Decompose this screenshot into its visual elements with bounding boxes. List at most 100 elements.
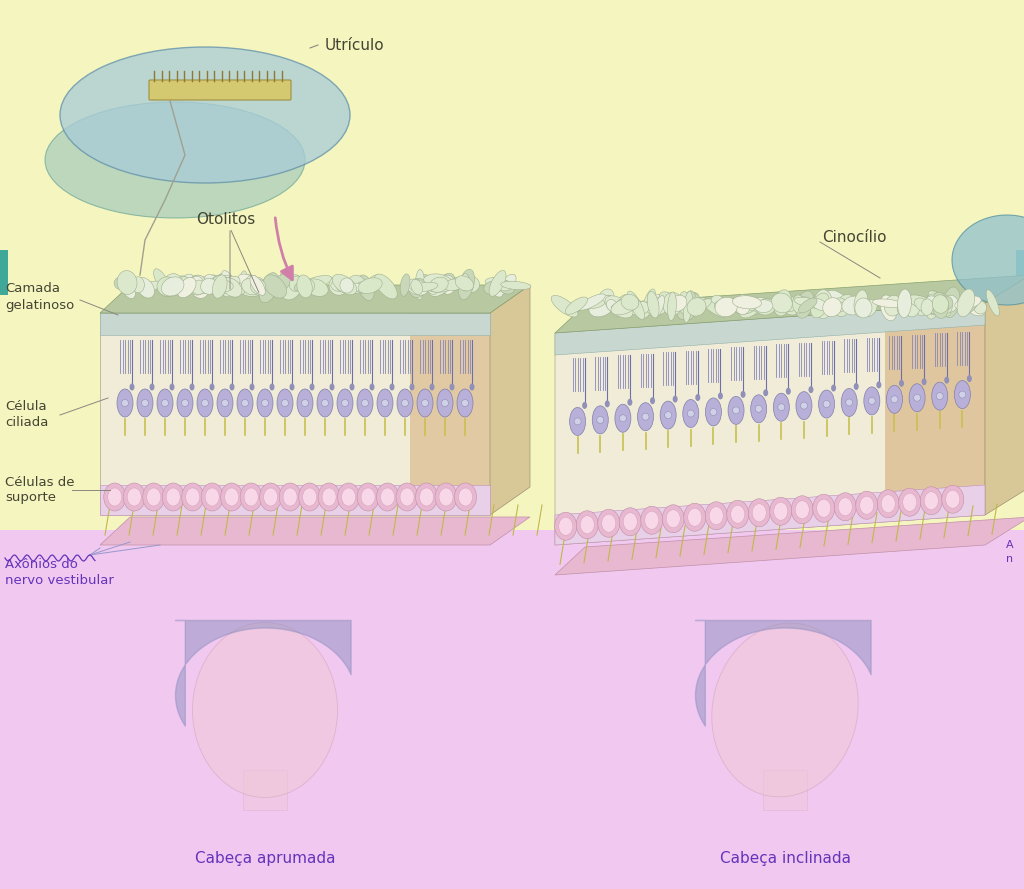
- Ellipse shape: [236, 277, 263, 297]
- Ellipse shape: [323, 488, 336, 506]
- Bar: [1016, 295, 1024, 350]
- Ellipse shape: [909, 384, 925, 412]
- Ellipse shape: [732, 407, 739, 414]
- Bar: [0, 0, 1024, 530]
- Ellipse shape: [624, 296, 641, 315]
- Ellipse shape: [868, 397, 876, 404]
- Ellipse shape: [150, 383, 155, 390]
- Text: Cinocílio: Cinocílio: [822, 230, 887, 245]
- Ellipse shape: [735, 295, 751, 315]
- Ellipse shape: [417, 389, 433, 417]
- Ellipse shape: [831, 385, 836, 391]
- Ellipse shape: [309, 383, 314, 390]
- Ellipse shape: [899, 380, 904, 387]
- Ellipse shape: [469, 383, 474, 390]
- Ellipse shape: [317, 389, 333, 417]
- Ellipse shape: [670, 295, 687, 311]
- Ellipse shape: [189, 383, 195, 390]
- Ellipse shape: [732, 296, 762, 308]
- Ellipse shape: [166, 488, 180, 506]
- Ellipse shape: [141, 399, 148, 406]
- Ellipse shape: [684, 503, 706, 532]
- Ellipse shape: [715, 300, 734, 314]
- Ellipse shape: [793, 295, 805, 313]
- Ellipse shape: [189, 275, 206, 295]
- Ellipse shape: [773, 393, 790, 421]
- Ellipse shape: [272, 275, 291, 292]
- Bar: [0, 250, 8, 295]
- Ellipse shape: [250, 383, 255, 390]
- Ellipse shape: [263, 279, 281, 292]
- Ellipse shape: [679, 292, 690, 315]
- Ellipse shape: [244, 276, 258, 291]
- Ellipse shape: [628, 399, 633, 405]
- Ellipse shape: [420, 488, 433, 506]
- Polygon shape: [100, 517, 530, 545]
- Ellipse shape: [728, 396, 744, 424]
- Ellipse shape: [205, 488, 219, 506]
- Ellipse shape: [162, 276, 184, 296]
- Bar: [0, 171, 1024, 530]
- Ellipse shape: [926, 291, 940, 319]
- Ellipse shape: [423, 274, 453, 292]
- Ellipse shape: [929, 291, 950, 316]
- Ellipse shape: [138, 281, 162, 292]
- Ellipse shape: [721, 299, 752, 308]
- Ellipse shape: [303, 488, 316, 506]
- Ellipse shape: [718, 392, 723, 399]
- Ellipse shape: [796, 501, 809, 519]
- Polygon shape: [100, 313, 490, 515]
- Ellipse shape: [796, 392, 812, 420]
- Ellipse shape: [360, 282, 380, 293]
- Ellipse shape: [839, 498, 852, 516]
- Ellipse shape: [202, 399, 209, 406]
- Ellipse shape: [882, 301, 901, 314]
- Ellipse shape: [411, 283, 438, 292]
- Ellipse shape: [117, 389, 133, 417]
- Ellipse shape: [854, 383, 859, 390]
- Ellipse shape: [212, 276, 237, 297]
- Ellipse shape: [157, 276, 177, 296]
- Ellipse shape: [885, 295, 902, 316]
- Ellipse shape: [756, 299, 775, 315]
- Ellipse shape: [946, 490, 959, 509]
- Ellipse shape: [614, 404, 631, 432]
- Ellipse shape: [203, 278, 227, 292]
- Ellipse shape: [824, 291, 849, 315]
- Ellipse shape: [239, 274, 266, 293]
- Ellipse shape: [489, 277, 504, 297]
- Ellipse shape: [357, 275, 374, 300]
- Ellipse shape: [659, 292, 681, 313]
- Ellipse shape: [123, 274, 137, 290]
- Ellipse shape: [489, 270, 506, 296]
- Ellipse shape: [785, 388, 791, 395]
- Ellipse shape: [242, 399, 249, 406]
- Ellipse shape: [877, 381, 882, 388]
- Ellipse shape: [127, 488, 141, 506]
- Ellipse shape: [450, 383, 455, 390]
- Ellipse shape: [170, 383, 174, 390]
- Ellipse shape: [887, 385, 902, 413]
- Ellipse shape: [340, 278, 353, 293]
- FancyBboxPatch shape: [150, 80, 291, 100]
- Ellipse shape: [942, 485, 964, 513]
- Ellipse shape: [645, 511, 658, 529]
- Ellipse shape: [954, 296, 981, 309]
- Ellipse shape: [597, 416, 604, 423]
- Ellipse shape: [429, 275, 454, 296]
- Ellipse shape: [958, 391, 966, 398]
- Ellipse shape: [944, 377, 949, 384]
- Ellipse shape: [409, 278, 426, 298]
- Ellipse shape: [823, 401, 830, 407]
- Ellipse shape: [606, 300, 618, 312]
- Ellipse shape: [878, 299, 891, 308]
- Ellipse shape: [244, 488, 258, 506]
- Ellipse shape: [794, 297, 822, 308]
- Ellipse shape: [191, 280, 206, 294]
- Ellipse shape: [257, 389, 273, 417]
- Ellipse shape: [193, 622, 338, 797]
- Ellipse shape: [201, 282, 213, 292]
- Ellipse shape: [733, 297, 757, 314]
- Ellipse shape: [687, 298, 706, 316]
- Ellipse shape: [181, 483, 204, 511]
